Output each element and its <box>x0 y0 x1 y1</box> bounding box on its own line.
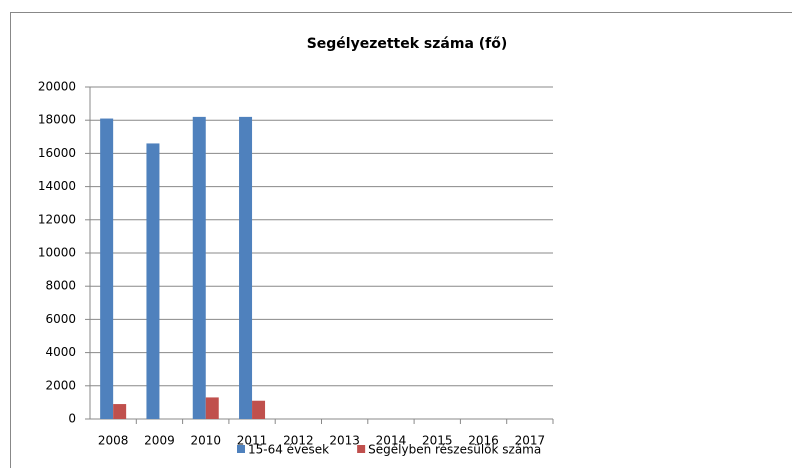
x-tick-label: 2017 <box>515 434 546 448</box>
y-tick-label: 6000 <box>45 312 76 326</box>
x-tick-label: 2008 <box>98 434 129 448</box>
bar <box>205 397 219 419</box>
y-tick-label: 8000 <box>45 279 76 293</box>
bar <box>113 404 127 419</box>
x-tick-label: 2012 <box>283 434 314 448</box>
bar <box>146 143 160 419</box>
x-tick-label: 2010 <box>190 434 221 448</box>
y-tick-label: 0 <box>68 412 76 426</box>
y-tick-label: 12000 <box>38 212 76 226</box>
bar <box>252 400 266 419</box>
y-tick-label: 20000 <box>38 80 76 94</box>
y-tick-label: 4000 <box>45 345 76 359</box>
legend-swatch <box>357 445 366 453</box>
bar <box>192 116 206 419</box>
y-tick-label: 14000 <box>38 179 76 193</box>
y-tick-label: 2000 <box>45 378 76 392</box>
y-tick-label: 10000 <box>38 246 76 260</box>
chart-title: Segélyezettek száma (fő) <box>307 36 508 52</box>
y-tick-label: 18000 <box>38 113 76 127</box>
chart-border <box>10 12 792 468</box>
bar <box>239 116 253 419</box>
x-tick-label: 2016 <box>468 434 499 448</box>
x-tick-label: 2009 <box>144 434 175 448</box>
legend-label: Segélyben részesülők száma <box>368 443 541 457</box>
bar <box>100 118 114 419</box>
x-tick-label: 2011 <box>237 434 268 448</box>
y-tick-label: 16000 <box>38 146 76 160</box>
legend-swatch <box>237 445 245 453</box>
x-tick-label: 2015 <box>422 434 453 448</box>
legend-label: 15-64 évesek <box>248 443 329 457</box>
x-tick-label: 2014 <box>376 434 407 448</box>
x-tick-label: 2013 <box>329 434 360 448</box>
